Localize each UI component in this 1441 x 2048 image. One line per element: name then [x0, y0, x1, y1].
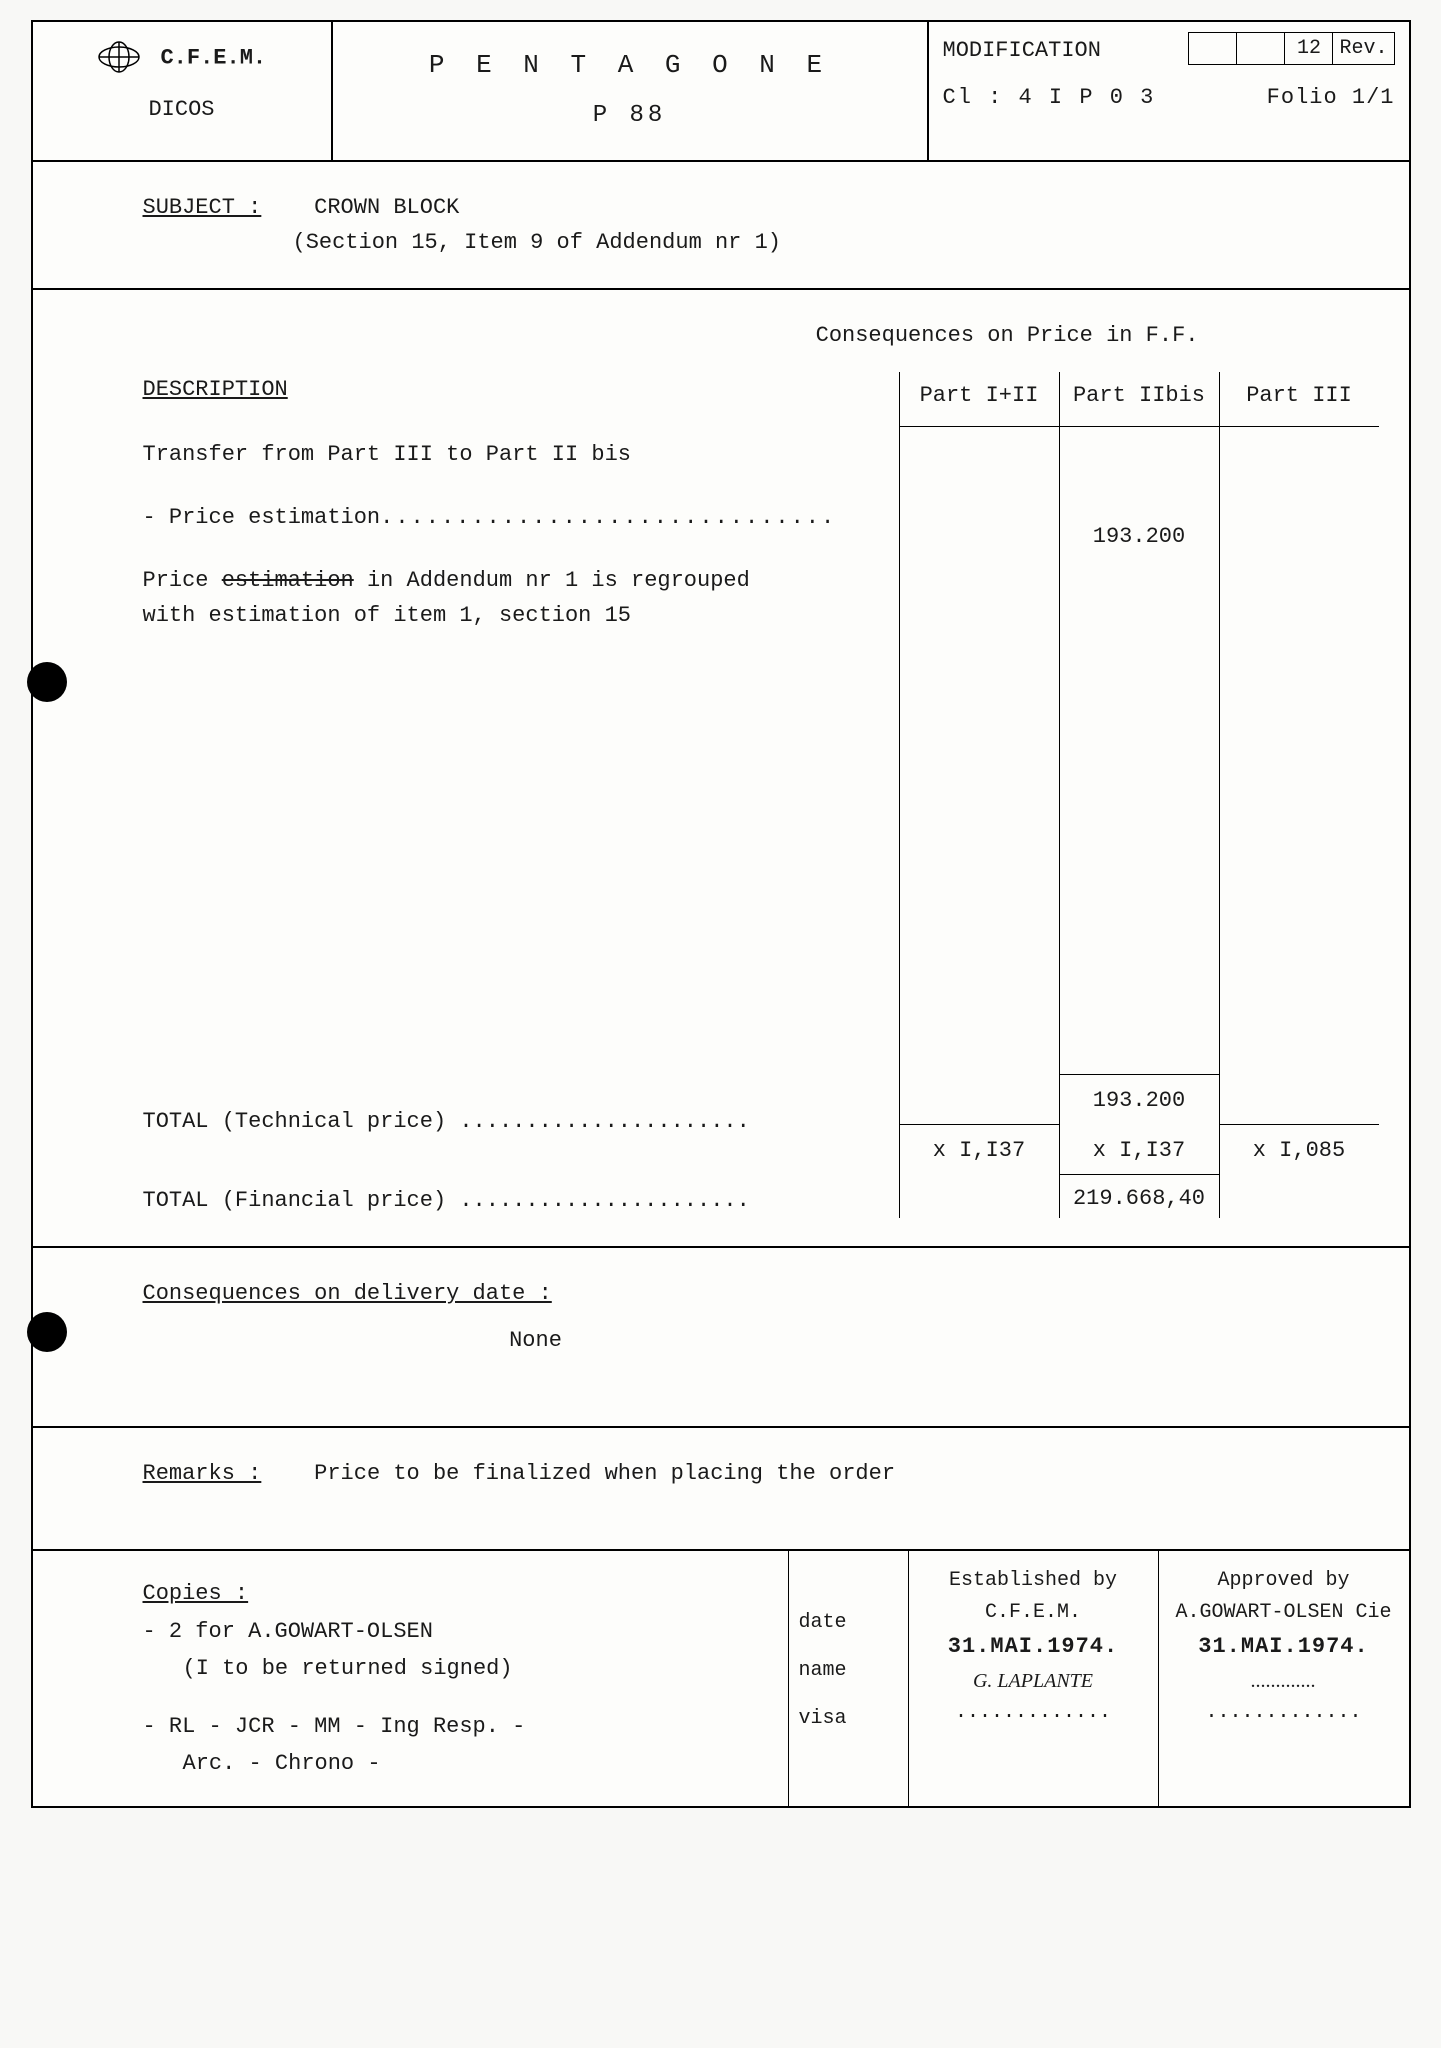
footer: Copies : - 2 for A.GOWART-OLSEN (I to be…: [33, 1549, 1409, 1806]
folio-number: Folio 1/1: [1267, 85, 1395, 110]
col-part-3: Part III: [1219, 372, 1379, 427]
delivery-section: Consequences on delivery date : None: [33, 1248, 1409, 1428]
sub-org: DICOS: [47, 97, 317, 122]
established-visa-line: [919, 1697, 1148, 1729]
approved-name-line: [1169, 1665, 1399, 1697]
subject-label: SUBJECT :: [143, 195, 262, 220]
mod-box-empty: [1189, 33, 1237, 64]
col-part-2bis: Part IIbis: [1059, 372, 1219, 427]
total-tech-value: 193.200: [1060, 1074, 1219, 1118]
copies-label: Copies :: [143, 1581, 249, 1606]
copies-line-2b: Arc. - Chrono -: [143, 1745, 758, 1782]
approved-org: A.GOWART-OLSEN Cie: [1169, 1597, 1399, 1629]
header: C.F.E.M. DICOS P E N T A G O N E P 88 MO…: [33, 22, 1409, 162]
total-technical-label: TOTAL (Technical price) ................…: [143, 1104, 879, 1139]
logo-icon: [97, 40, 141, 79]
delivery-value: None: [143, 1323, 929, 1358]
project-number: P 88: [333, 102, 927, 129]
description-body: Transfer from Part III to Part II bis - …: [143, 427, 899, 1218]
value-col-3: x I,085: [1219, 427, 1379, 1218]
subject-section: SUBJECT : CROWN BLOCK (Section 15, Item …: [33, 162, 1409, 290]
document-page: C.F.E.M. DICOS P E N T A G O N E P 88 MO…: [31, 20, 1411, 1808]
footer-approved: Approved by A.GOWART-OLSEN Cie 31.MAI.19…: [1159, 1551, 1409, 1806]
copies-line-2: - RL - JCR - MM - Ing Resp. -: [143, 1708, 758, 1745]
price-estimation-value: 193.200: [1060, 519, 1219, 554]
label-name: name: [799, 1647, 898, 1695]
mod-box-empty: [1237, 33, 1285, 64]
header-title-block: P E N T A G O N E P 88: [333, 22, 929, 160]
modification-label: MODIFICATION: [943, 32, 1101, 65]
price-estimation-label: - Price estimation: [143, 505, 381, 530]
dot-leader: [380, 505, 836, 530]
desc-line-4: with estimation of item 1, section 15: [143, 598, 879, 633]
established-org: C.F.E.M.: [919, 1597, 1148, 1629]
footer-established: Established by C.F.E.M. 31.MAI.1974. G. …: [909, 1551, 1159, 1806]
established-label: Established by: [919, 1565, 1148, 1597]
approved-visa-line: [1169, 1697, 1399, 1729]
mod-box-rev: Rev.: [1333, 33, 1393, 64]
total-financial-label: TOTAL (Financial price) ................…: [143, 1183, 879, 1218]
subject-subtitle: (Section 15, Item 9 of Addendum nr 1): [293, 225, 1349, 260]
project-title: P E N T A G O N E: [333, 50, 927, 80]
value-col-1: x I,I37: [899, 427, 1059, 1218]
price-section: Consequences on Price in F.F. DESCRIPTIO…: [33, 290, 1409, 1248]
org-name: C.F.E.M.: [160, 46, 266, 71]
established-name: G. LAPLANTE: [919, 1665, 1148, 1697]
modification-boxes: 12 Rev.: [1188, 32, 1394, 65]
col-part-1-2: Part I+II: [899, 372, 1059, 427]
approved-date: 31.MAI.1974.: [1169, 1629, 1399, 1664]
description-header: DESCRIPTION: [143, 372, 899, 407]
multiplier-col1: x I,I37: [900, 1124, 1059, 1168]
remarks-label: Remarks :: [143, 1461, 262, 1486]
remarks-text: Price to be finalized when placing the o…: [314, 1461, 895, 1486]
approved-label: Approved by: [1169, 1565, 1399, 1597]
classification-code: Cl : 4 I P 0 3: [943, 85, 1156, 110]
header-left: C.F.E.M. DICOS: [33, 22, 333, 160]
footer-row-labels: date name visa: [789, 1551, 909, 1806]
desc-line-1: Transfer from Part III to Part II bis: [143, 437, 879, 472]
label-visa: visa: [799, 1695, 898, 1743]
copies-line-1: - 2 for A.GOWART-OLSEN: [143, 1613, 758, 1650]
multiplier-col3: x I,085: [1220, 1124, 1379, 1168]
value-col-2: 193.200 193.200 x I,I37 219.668,40: [1059, 427, 1219, 1218]
struck-word: estimation: [222, 568, 354, 593]
total-fin-value: 219.668,40: [1060, 1174, 1219, 1216]
mod-box-number: 12: [1285, 33, 1333, 64]
footer-copies: Copies : - 2 for A.GOWART-OLSEN (I to be…: [33, 1551, 789, 1806]
copies-line-1b: (I to be returned signed): [143, 1650, 758, 1687]
delivery-label: Consequences on delivery date :: [143, 1281, 552, 1306]
header-right: MODIFICATION 12 Rev. Cl : 4 I P 0 3 Foli…: [929, 22, 1409, 160]
label-date: date: [799, 1599, 898, 1647]
subject-title: CROWN BLOCK: [314, 195, 459, 220]
desc-line-3: Price estimation in Addendum nr 1 is reg…: [143, 563, 879, 598]
remarks-section: Remarks : Price to be finalized when pla…: [33, 1428, 1409, 1549]
price-consequences-label: Consequences on Price in F.F.: [143, 318, 1379, 353]
established-date: 31.MAI.1974.: [919, 1629, 1148, 1664]
multiplier-col2: x I,I37: [1060, 1133, 1219, 1168]
